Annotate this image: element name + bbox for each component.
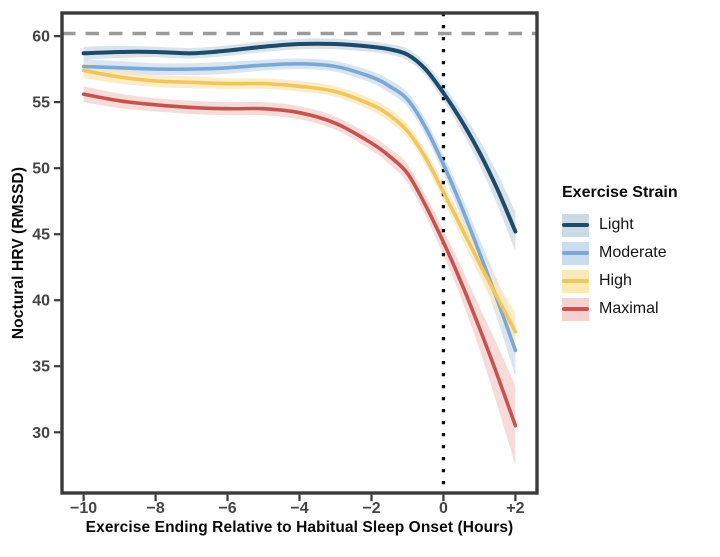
- legend-key-high: [562, 269, 589, 293]
- y-tick-label: 30: [32, 425, 50, 442]
- legend-item-light: Light: [562, 211, 678, 239]
- legend-key-light: [562, 213, 589, 237]
- legend-line-icon: [562, 251, 589, 255]
- legend-item-maximal: Maximal: [562, 295, 678, 323]
- series-line-high: [81, 68, 518, 334]
- legend-item-high: High: [562, 267, 678, 295]
- y-tick-label: 35: [32, 359, 50, 376]
- plot-inner: [62, 13, 537, 493]
- y-tick-label: 50: [32, 161, 50, 178]
- y-axis-title: Noctural HRV (RMSSD): [10, 166, 27, 340]
- x-tick-label: −2: [362, 500, 380, 517]
- y-tick-label: 55: [32, 95, 50, 112]
- legend-title: Exercise Strain: [562, 184, 678, 201]
- legend-label: Moderate: [599, 244, 667, 261]
- confidence-band-high: [83, 62, 516, 351]
- legend-label: Maximal: [599, 300, 659, 317]
- legend-key-maximal: [562, 297, 589, 321]
- legend: Exercise Strain Light Moderate High Maxi…: [562, 184, 678, 323]
- legend-label: Light: [599, 216, 634, 233]
- legend-key-moderate: [562, 241, 589, 265]
- legend-line-icon: [562, 307, 589, 311]
- legend-line-icon: [562, 223, 589, 227]
- x-tick-label: −4: [290, 500, 308, 517]
- x-tick-label: −6: [218, 500, 236, 517]
- legend-line-icon: [562, 279, 589, 283]
- confidence-band-maximal: [83, 86, 516, 466]
- y-tick-label: 40: [32, 293, 50, 310]
- x-tick-label: 0: [439, 500, 448, 517]
- series-line-light: [81, 41, 518, 234]
- series-line-moderate: [81, 61, 518, 353]
- x-tick-label: −10: [70, 500, 97, 517]
- x-tick-label: +2: [506, 500, 524, 517]
- legend-label: High: [599, 272, 632, 289]
- x-axis-title: Exercise Ending Relative to Habitual Sle…: [85, 519, 514, 536]
- x-tick-label: −8: [146, 500, 164, 517]
- legend-item-moderate: Moderate: [562, 239, 678, 267]
- plot-border: [60, 11, 539, 495]
- y-tick-label: 45: [32, 227, 50, 244]
- y-tick-label: 60: [32, 29, 50, 46]
- series-line-maximal: [81, 92, 518, 428]
